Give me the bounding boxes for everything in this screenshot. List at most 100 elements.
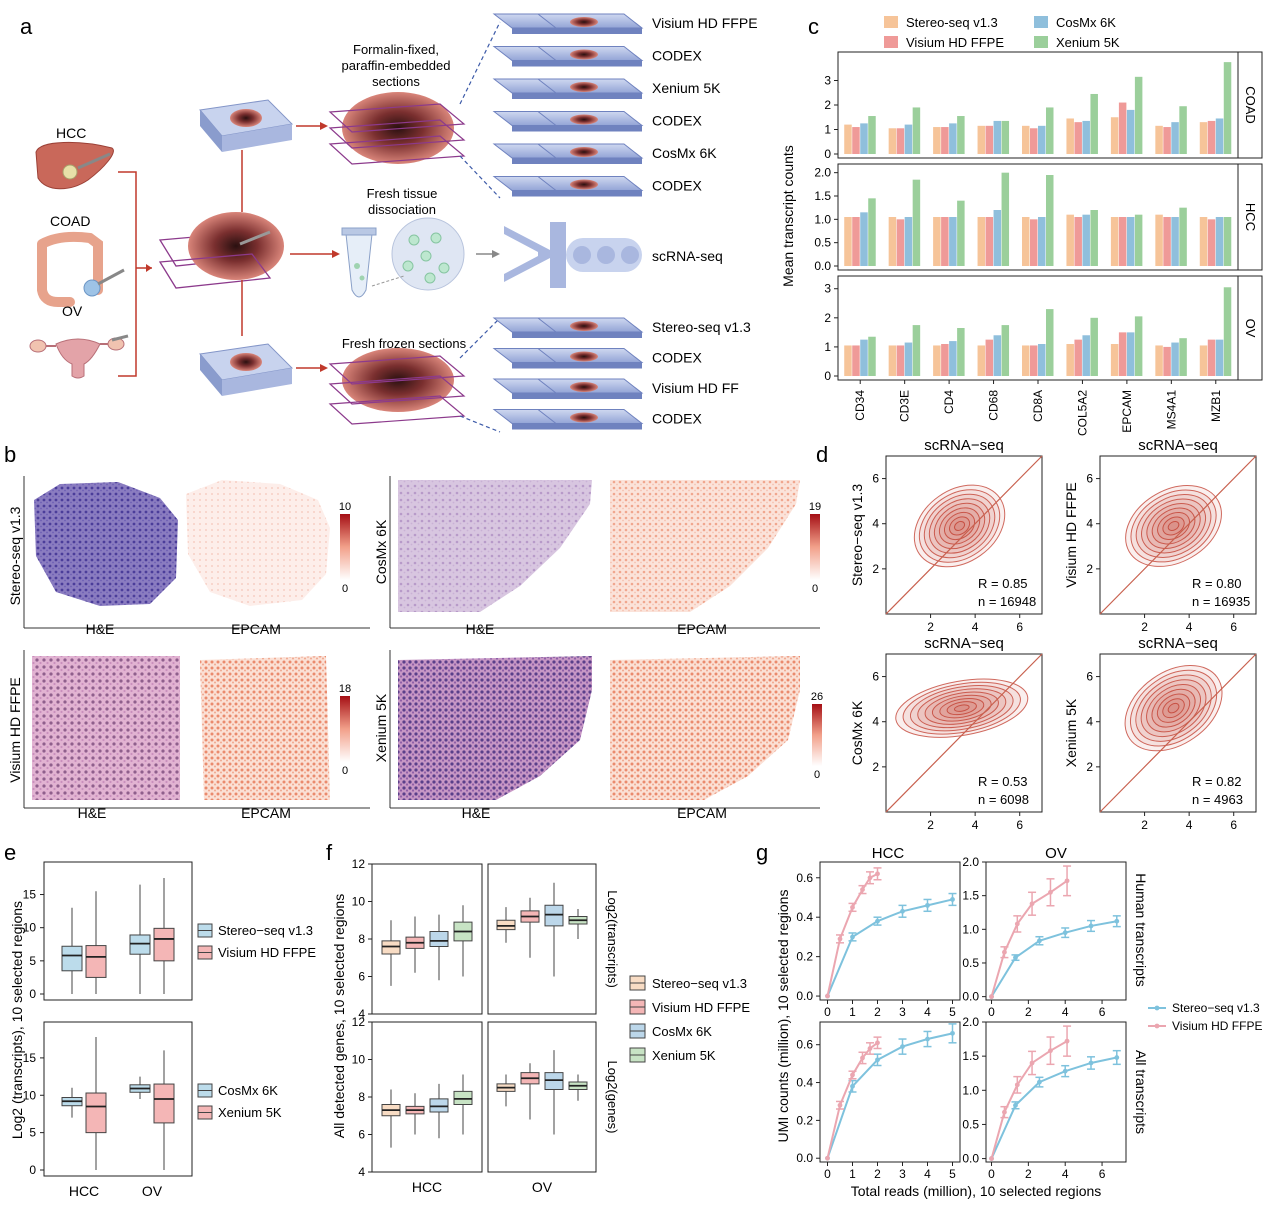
bar xyxy=(957,328,965,376)
bar xyxy=(852,345,860,376)
tick-label: 4 xyxy=(1062,1167,1069,1181)
data-point xyxy=(875,1057,880,1063)
b-platform-visium: Visium HD FFPE xyxy=(7,677,23,783)
tick-label: 4 xyxy=(358,1165,365,1179)
bar xyxy=(1030,345,1038,376)
bar xyxy=(912,179,921,266)
box xyxy=(429,1098,449,1113)
slide xyxy=(492,143,644,164)
slide-top xyxy=(492,409,644,424)
g-row-label: All transcripts xyxy=(1133,1050,1149,1134)
data-point xyxy=(950,1030,955,1036)
f-ylabel: All detected genes, 10 selected regions xyxy=(331,894,347,1138)
slide-divider xyxy=(537,46,557,61)
colorbar-visium xyxy=(340,696,350,762)
bar xyxy=(1179,207,1187,266)
tick-label: 0 xyxy=(824,147,831,161)
b-he-label-stereo: H&E xyxy=(86,621,115,637)
tissue-label-ov: OV xyxy=(62,303,83,319)
slide-label: CODEX xyxy=(652,178,702,194)
density-contour xyxy=(1156,693,1191,723)
density-contour xyxy=(938,507,981,545)
slide-divider xyxy=(537,317,557,333)
bar xyxy=(993,210,1002,266)
bar xyxy=(977,217,986,266)
box xyxy=(544,904,564,927)
bar xyxy=(888,345,897,376)
f-strip-label: Log2(genes) xyxy=(605,1061,620,1134)
tick-label: 0.2 xyxy=(796,1113,813,1127)
colorbar-cosmx-min: 0 xyxy=(812,583,818,595)
d-r-value: R = 0.53 xyxy=(978,774,1028,789)
panel-label-a: a xyxy=(20,14,33,39)
box xyxy=(129,934,151,955)
category-label: CD8A xyxy=(1031,390,1045,422)
d-title: scRNA−seq xyxy=(924,437,1004,454)
slide-edge xyxy=(512,362,642,369)
bar xyxy=(912,107,921,154)
data-point xyxy=(860,1055,865,1061)
tick-label: 2.0 xyxy=(962,855,979,869)
slide-label: CosMx 6K xyxy=(652,145,717,161)
g-frame xyxy=(819,1021,961,1163)
bar xyxy=(1134,316,1143,376)
ffpe-section-icon xyxy=(328,92,466,165)
tick-label: 0.0 xyxy=(796,989,813,1003)
category-label: CD34 xyxy=(853,390,867,421)
cell-dish-icon xyxy=(391,217,465,291)
data-point xyxy=(925,902,930,908)
chart-c-mean-transcripts: Stereo-seq v1.3 Visium HD FFPE CosMx 6K Xen… xyxy=(780,15,1263,436)
bar xyxy=(1001,172,1010,266)
bar xyxy=(1171,217,1179,266)
tick-label: 4 xyxy=(972,620,979,634)
bar xyxy=(1223,217,1232,266)
bar xyxy=(852,127,860,154)
tick-label: 0 xyxy=(29,987,36,1001)
bar xyxy=(1038,125,1046,154)
facet-strip-label: COAD xyxy=(1243,86,1258,124)
d-title: scRNA−seq xyxy=(924,635,1004,652)
tick-label: 0.5 xyxy=(814,236,831,250)
bar xyxy=(1074,217,1082,266)
slide xyxy=(492,176,644,197)
ffpe-title-line3: sections xyxy=(372,74,420,89)
panel-label-f: f xyxy=(326,840,333,865)
data-point xyxy=(989,994,994,1000)
data-point xyxy=(1029,1060,1035,1066)
legend-swatch xyxy=(884,36,898,48)
density-contour xyxy=(946,701,977,716)
data-point xyxy=(1013,1102,1018,1108)
slide-label: Xenium 5K xyxy=(652,80,721,96)
series-line xyxy=(990,880,1068,997)
tick-label: 6 xyxy=(1086,472,1093,486)
category-label: CD68 xyxy=(987,390,1001,421)
slide-tissue xyxy=(570,382,598,392)
tick-label: 0.5 xyxy=(962,1117,979,1131)
bar xyxy=(957,200,965,266)
tick-label: 6 xyxy=(1016,818,1023,832)
slide-top xyxy=(492,78,644,94)
slide-top xyxy=(492,46,644,61)
slide-label: Stereo-seq v1.3 xyxy=(652,319,751,335)
bar xyxy=(1030,128,1038,154)
legend-label: CosMx 6K xyxy=(1056,15,1116,30)
tick-label: 1 xyxy=(849,1005,856,1019)
d-n-value: n = 16935 xyxy=(1192,594,1250,609)
bar xyxy=(1199,345,1208,376)
panel-a-schematic: HCC COAD OV xyxy=(29,13,758,433)
series-line xyxy=(826,1032,953,1159)
tick-label: 1.0 xyxy=(962,1083,979,1097)
bar xyxy=(1199,217,1208,266)
data-point xyxy=(875,871,880,877)
g-frame xyxy=(819,861,961,1001)
category-label: HCC xyxy=(69,1183,99,1199)
ffpe-title-line1: Formalin-fixed, xyxy=(353,42,439,57)
legend-label: Xenium 5K xyxy=(218,1105,282,1120)
bar xyxy=(1038,344,1046,376)
tick-label: 2 xyxy=(874,1005,881,1019)
series-line xyxy=(990,1056,1117,1159)
bar xyxy=(977,345,986,376)
facet-strip xyxy=(1237,51,1263,159)
slide-tissue xyxy=(570,412,598,423)
data-point xyxy=(1013,955,1018,960)
